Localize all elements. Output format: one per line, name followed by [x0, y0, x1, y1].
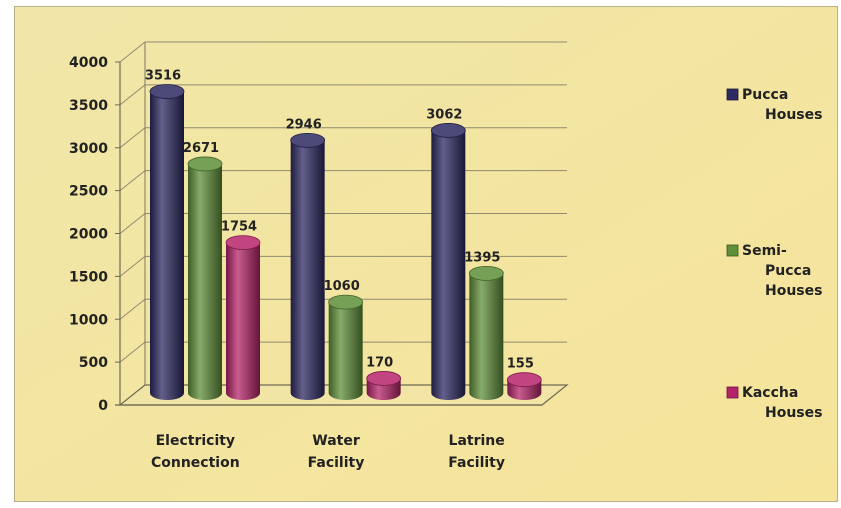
gridline-depth [119, 298, 146, 320]
gridline-depth [119, 41, 146, 63]
bar [226, 242, 260, 400]
legend-label: Houses [765, 405, 822, 421]
bars [149, 84, 542, 401]
gridline-depth [119, 213, 146, 234]
data-label: 3062 [426, 107, 462, 122]
y-tick-label: 2000 [69, 227, 108, 243]
y-tick-label: 2500 [69, 184, 108, 200]
y-tick-label: 500 [79, 355, 108, 371]
legend-label: Semi- [742, 243, 787, 259]
bar-top [187, 156, 223, 172]
legend-label: Houses [765, 283, 822, 299]
gridline-depth [119, 170, 146, 192]
legend: Pucca Houses Semi- Pucca Houses Kaccha Houses [726, 87, 822, 421]
bar-top [506, 372, 542, 388]
bar [150, 91, 184, 401]
x-category-label: Electricity Connection [151, 433, 240, 471]
bar [431, 130, 466, 401]
bar-top [328, 294, 364, 310]
x-category-label: Latrine Facility [448, 433, 505, 471]
bar-top [149, 84, 185, 99]
y-tick-label: 1000 [69, 312, 108, 328]
gridline-depth [119, 127, 146, 149]
bar [290, 140, 325, 401]
bar [469, 273, 504, 401]
bar-top [430, 123, 466, 138]
data-label: 155 [507, 357, 534, 372]
x-category-label: Water Facility [308, 433, 365, 471]
legend-label: Pucca [765, 263, 811, 279]
chart-frame: 0 500 1000 1500 2000 2500 3000 3500 4000 Electric… [14, 6, 838, 502]
y-tick-label: 3500 [69, 98, 108, 114]
data-label: 1395 [464, 250, 500, 265]
data-label: 3516 [145, 69, 181, 84]
legend-swatch [726, 88, 739, 101]
data-labels: 3516 2671 1754 2946 1060 170 3062 1395 155 [145, 69, 534, 372]
chart-background [15, 7, 837, 501]
data-label: 2671 [183, 141, 219, 156]
y-tick-label: 1500 [69, 269, 108, 285]
data-label: 2946 [286, 117, 322, 132]
legend-label: Houses [765, 107, 822, 123]
gridline-depth [119, 341, 146, 363]
legend-label: Kaccha [742, 385, 798, 401]
y-tick-label: 0 [98, 398, 108, 414]
legend-swatch [726, 386, 739, 399]
gridline-depth [119, 84, 146, 106]
bar-top [290, 132, 326, 148]
y-tick-label: 3000 [69, 141, 108, 157]
bar-top [468, 265, 504, 281]
y-tick-label: 4000 [69, 55, 108, 71]
gridline-depth [119, 255, 146, 277]
data-label: 1754 [221, 220, 257, 235]
bar [188, 163, 222, 400]
data-label: 1060 [324, 279, 360, 294]
bar [328, 302, 363, 401]
data-label: 170 [366, 355, 393, 370]
bar-chart: 0 500 1000 1500 2000 2500 3000 3500 4000 Electric… [15, 7, 837, 501]
legend-label: Pucca [742, 87, 788, 103]
legend-swatch [726, 244, 739, 257]
bar-top [225, 235, 261, 250]
bar-top [366, 371, 402, 386]
